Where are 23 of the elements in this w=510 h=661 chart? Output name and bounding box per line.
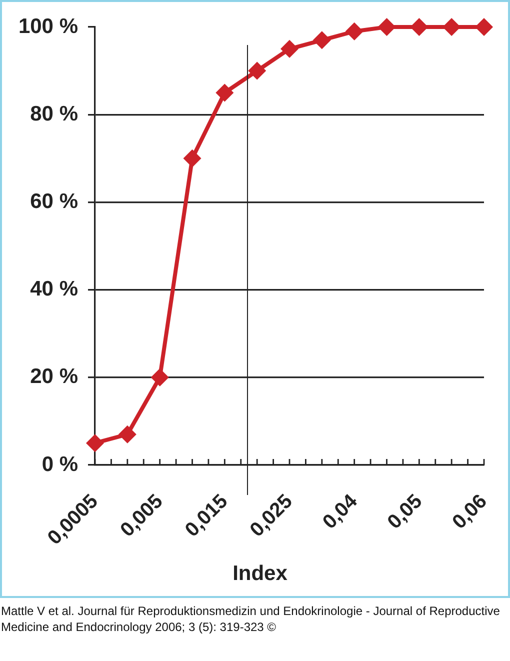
y-tick-label: 60 % [30,190,78,213]
y-tick-label: 40 % [30,278,78,301]
point [312,31,331,50]
x-tick-label: 0,06 [448,490,492,534]
y-tick-label: 0 % [42,452,78,476]
y-tick-label: 80 % [30,102,78,126]
text: Mattle V et al. Journal für Reproduktionsmedizin und Endokrinologie - Journal of Reproductive Medicine and Endocrinology 2006; 3 (5): 319-323 © [1,603,501,635]
y-tick-label: 100 % [18,14,78,38]
point [345,22,364,40]
point [150,368,169,386]
point [86,434,104,452]
x-axis-title: Index [232,562,288,586]
point [216,84,234,102]
point [118,425,136,444]
point [475,18,493,36]
point [183,149,202,168]
point [410,18,428,36]
point [280,40,298,58]
y-tick-label: 20 % [30,365,78,388]
x-tick-label: 0,05 [384,490,427,534]
point [378,18,396,36]
x-tick-label: 0,04 [318,490,362,534]
point [248,62,266,80]
